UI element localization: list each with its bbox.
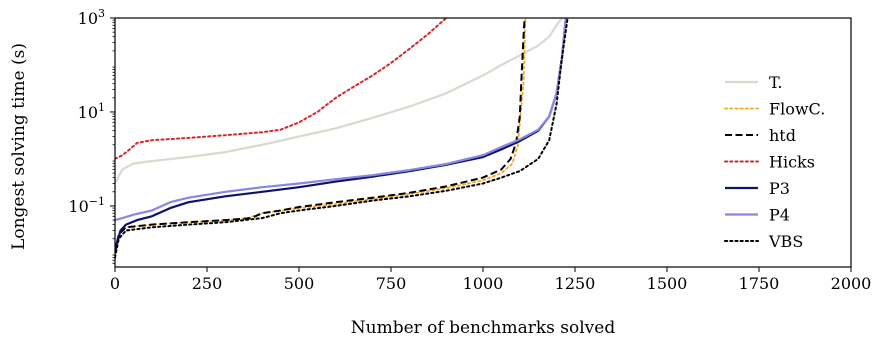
- x-tick-label: 0: [110, 274, 120, 293]
- series-line-1: [115, 18, 527, 254]
- x-axis: 0 250 500 750 1000 1250 1500 1750 2000: [110, 267, 871, 293]
- x-tick-label: 1500: [647, 274, 688, 293]
- y-tick-label: 101: [78, 101, 105, 122]
- series-line-5: [115, 18, 567, 222]
- y-axis-label: Longest solving time (s): [9, 43, 29, 250]
- x-tick-label: 1250: [555, 274, 596, 293]
- x-tick-label: 2000: [831, 274, 872, 293]
- legend-label: P3: [769, 179, 790, 198]
- plot-frame: [114, 17, 852, 268]
- legend-label: Hicks: [769, 153, 815, 172]
- x-tick-label: 250: [192, 274, 223, 293]
- y-tick-label: 103: [78, 7, 105, 28]
- series-line-4: [115, 18, 567, 250]
- x-tick-label: 750: [376, 274, 407, 293]
- plot-lines: [115, 18, 569, 259]
- x-axis-label: Number of benchmarks solved: [351, 318, 616, 338]
- legend-label: htd: [769, 126, 796, 145]
- x-tick-label: 1000: [463, 274, 504, 293]
- legend-label: FlowC.: [769, 100, 825, 119]
- y-axis: 10−1 101 103: [68, 7, 115, 264]
- legend-label: P4: [769, 206, 790, 225]
- series-line-3: [115, 18, 448, 160]
- series-line-0: [115, 18, 563, 185]
- legend: T. FlowC. htd Hicks P3 P4 VBS: [724, 73, 825, 251]
- x-tick-label: 1750: [739, 274, 780, 293]
- legend-label: VBS: [768, 232, 803, 251]
- series-line-6: [115, 18, 569, 259]
- y-tick-label: 10−1: [68, 195, 105, 216]
- x-tick-label: 500: [284, 274, 315, 293]
- legend-label: T.: [769, 73, 782, 92]
- series-line-2: [115, 18, 526, 254]
